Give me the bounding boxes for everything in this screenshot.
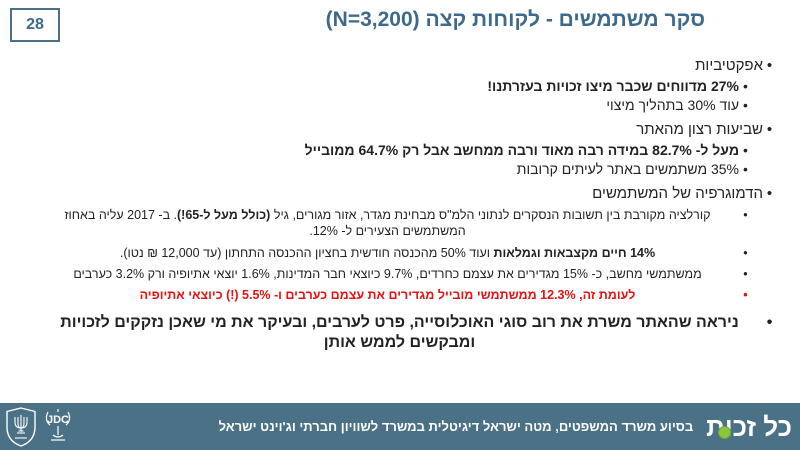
bullet-icon: • (743, 77, 748, 94)
bullet-icon: • (743, 161, 748, 177)
bullet-icon: • (766, 120, 773, 138)
slide-body: • אפקטיביות • 27% מדווחים שכבר מיצו זכוי… (36, 57, 776, 353)
correlation-text-pre: קורלציה מקורבת בין תשובות הנסקרים לנתוני… (270, 208, 711, 223)
list-item: • 14% חיים מקצבאות וגמלאות ועוד 50% מהכנ… (36, 246, 776, 261)
income-text-bold: 14% חיים מקצבאות וגמלאות (493, 245, 656, 260)
list-item: • עוד 30% בתהליך מיצוי (36, 97, 776, 115)
demography-mobile-users-highlight: לעומת זה, 12.3% ממשתמשי מובייל מגדירים א… (139, 288, 636, 303)
bullet-icon: • (766, 57, 773, 74)
logo-green-dot-icon (718, 425, 732, 439)
correlation-text-post: . ב- 2017 עליה באחוז המשתמשים הצעירים ל-… (64, 208, 466, 238)
bullet-icon: • (743, 288, 748, 303)
list-item: • לעומת זה, 12.3% ממשתמשי מובייל מגדירים… (36, 288, 776, 303)
kol-zchut-logo: כל זכות (706, 414, 792, 440)
bullet-icon: • (766, 313, 773, 331)
bullet-icon: • (743, 245, 748, 260)
list-item: • 35% משתמשים באתר לעיתים קרובות (36, 161, 776, 179)
jdc-logo-letters: JDC (47, 414, 69, 426)
list-item: • מעל ל- 82.7% במידה רבה מאוד ורבה ממחשב… (36, 142, 776, 160)
satisfaction-stat-frequency: 35% משתמשים באתר לעיתים קרובות (516, 161, 739, 177)
page-number: 28 (10, 8, 60, 42)
demography-correlation: קורלציה מקורבת בין תשובות הנסקרים לנתוני… (36, 208, 739, 239)
list-item: • ממשתמשי מחשב, כ- 15% מגדירים את עצמם כ… (36, 267, 776, 282)
bullet-icon: • (743, 267, 748, 281)
list-item: • קורלציה מקורבת בין תשובות הנסקרים לנתו… (36, 208, 776, 239)
demography-heading: הדמוגרפיה של המשתמשים (592, 184, 763, 202)
page-title: סקר משתמשים - לקוחות קצה (N=3,200) (325, 8, 705, 31)
list-item: • אפקטיביות (36, 57, 776, 76)
conclusion-text: ניראה שהאתר משרת את רוב סוגי האוכלוסייה,… (60, 313, 739, 351)
satisfaction-heading: שביעות רצון מהאתר (636, 120, 763, 138)
satisfaction-stat-desktop-mobile: מעל ל- 82.7% במידה רבה מאוד ורבה ממחשב א… (304, 141, 739, 158)
bullet-icon: • (743, 208, 748, 223)
bullet-icon: • (766, 184, 773, 202)
list-item: • הדמוגרפיה של המשתמשים (36, 185, 776, 204)
demography-income: 14% חיים מקצבאות וגמלאות ועוד 50% מהכנסה… (36, 246, 739, 261)
bullet-icon: • (743, 141, 748, 158)
effectiveness-stat-in-process: עוד 30% בתהליך מיצוי (606, 97, 739, 114)
list-item: • שביעות רצון מהאתר (36, 121, 776, 140)
effectiveness-heading: אפקטיביות (695, 57, 763, 74)
income-text-post: ועוד 50% מהכנסה חודשית בחציון ההכנסה התח… (119, 245, 494, 260)
bullet-icon: • (743, 97, 748, 114)
list-item: • 27% מדווחים שכבר מיצו זכויות בעזרתנו! (36, 78, 776, 96)
correlation-text-bold: (כולל מעל ל-65!) (177, 208, 271, 223)
jdc-logo-icon: JDC (45, 409, 71, 441)
demography-computer-users: ממשתמשי מחשב, כ- 15% מגדירים את עצמם כחר… (73, 267, 702, 281)
footer-bar: כל זכות בסיוע משרד המשפטים, מטה ישראל די… (0, 403, 800, 450)
israel-state-emblem-icon (6, 407, 36, 447)
list-item: • ניראה שהאתר משרת את רוב סוגי האוכלוסיי… (36, 313, 776, 353)
effectiveness-stat-exhausted-rights: 27% מדווחים שכבר מיצו זכויות בעזרתנו! (487, 77, 739, 94)
footer-credit-text: בסיוע משרד המשפטים, מטה ישראל דיגיטלית ב… (218, 419, 694, 434)
footer-logos: JDC (6, 407, 75, 447)
